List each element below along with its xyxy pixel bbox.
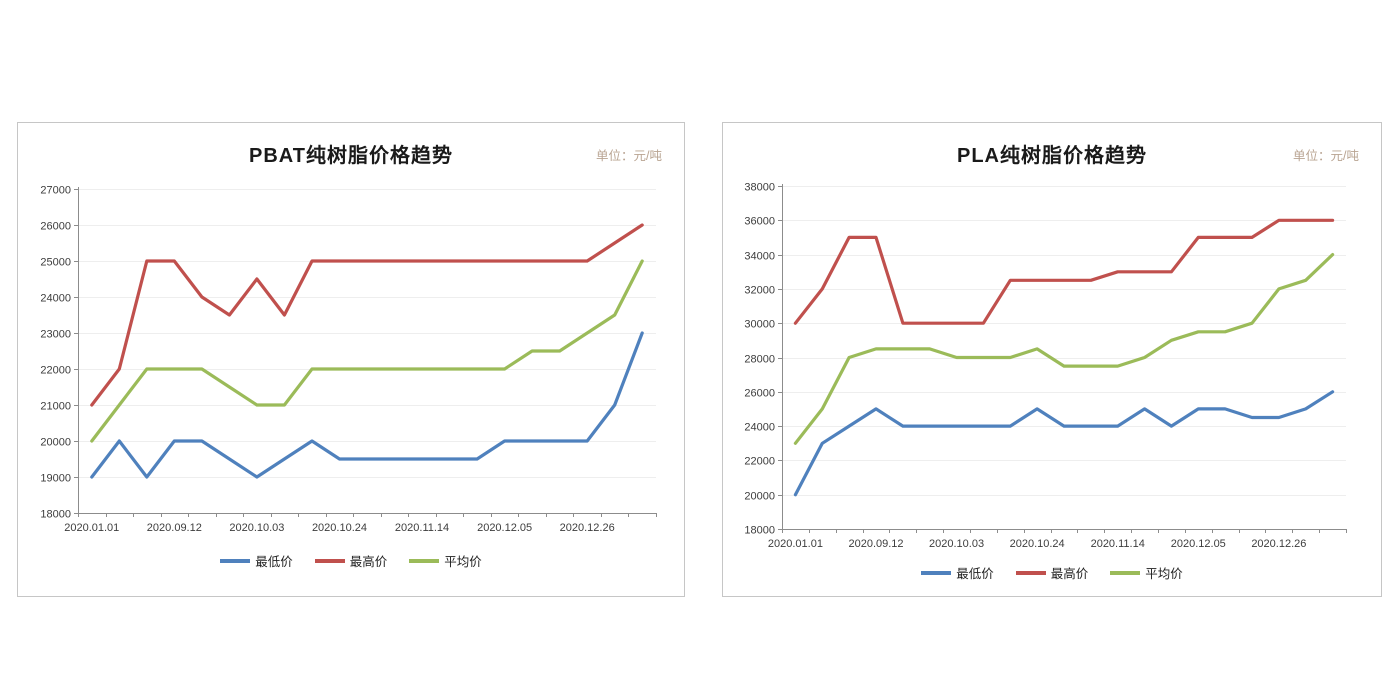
y-tick-label: 24000 — [744, 422, 775, 434]
y-tick-label: 27000 — [40, 185, 71, 197]
pbat-legend: 最低价 最高价 平均价 — [18, 551, 684, 570]
legend-label: 最低价 — [255, 555, 293, 569]
pbat-series-line-max-price — [90, 223, 644, 407]
y-tick-label: 22000 — [40, 365, 71, 377]
pla-x-axis-labels: 2020.01.01 2020.09.12 2020.10.03 2020.10.24… — [768, 538, 1306, 550]
pbat-gridlines — [74, 189, 656, 514]
pla-series-line-min-price — [793, 390, 1335, 497]
y-tick-label: 20000 — [40, 437, 71, 449]
x-tick-label: 2020.12.05 — [477, 522, 532, 534]
legend-item-max-price: 最高价 — [314, 551, 388, 570]
pla-unit-label: 单位：元/吨 — [1293, 149, 1359, 163]
pbat-chart-title: PBAT纯树脂价格趋势 — [249, 145, 453, 167]
legend-item-max-price: 最高价 — [1015, 563, 1089, 582]
pla-series-line-avg-price — [793, 253, 1335, 445]
legend-item-min-price: 最低价 — [220, 551, 293, 570]
y-tick-label: 25000 — [40, 257, 71, 269]
pla-series — [793, 218, 1335, 497]
legend-label: 平均价 — [1145, 567, 1183, 581]
y-tick-label: 22000 — [744, 456, 775, 468]
y-tick-label: 26000 — [40, 221, 71, 233]
x-tick-label: 2020.11.14 — [1091, 538, 1145, 550]
y-tick-label: 20000 — [744, 491, 775, 503]
x-tick-label: 2020.10.24 — [312, 522, 367, 534]
pbat-series — [90, 223, 644, 479]
x-tick-label: 2020.11.14 — [395, 522, 449, 534]
pbat-chart-panel: PBAT纯树脂价格趋势 单位：元/吨 18000 19000 20000 21000 2… — [17, 122, 685, 597]
legend-line-swatch-min — [220, 558, 251, 563]
x-tick-label: 2020.12.26 — [1251, 538, 1306, 550]
y-tick-label: 34000 — [744, 251, 775, 263]
y-tick-label: 26000 — [744, 388, 775, 400]
y-tick-label: 21000 — [40, 401, 71, 413]
pla-axes — [782, 184, 1347, 533]
x-tick-label: 2020.12.05 — [1171, 538, 1226, 550]
x-tick-label: 2020.09.12 — [147, 522, 202, 534]
x-tick-label: 2020.10.03 — [229, 522, 284, 534]
pbat-x-axis-labels: 2020.01.01 2020.09.12 2020.10.03 2020.10.24… — [64, 522, 614, 534]
legend-label: 平均价 — [444, 555, 482, 569]
y-tick-label: 19000 — [40, 473, 71, 485]
pbat-series-line-min-price — [90, 331, 644, 479]
pla-series-line-max-price — [793, 218, 1335, 325]
x-tick-label: 2020.12.26 — [560, 522, 615, 534]
legend-line-swatch-min — [921, 570, 952, 575]
legend-line-swatch-max — [314, 558, 345, 563]
legend-label: 最高价 — [1050, 567, 1089, 581]
y-tick-label: 18000 — [40, 509, 71, 521]
y-tick-label: 36000 — [744, 216, 775, 228]
pla-legend: 最低价 最高价 平均价 — [723, 563, 1381, 582]
x-tick-label: 2020.01.01 — [64, 522, 119, 534]
y-tick-label: 18000 — [744, 525, 775, 537]
legend-item-min-price: 最低价 — [921, 563, 994, 582]
legend-item-avg-price: 平均价 — [409, 551, 482, 570]
legend-line-swatch-avg — [409, 558, 440, 563]
pbat-series-line-avg-price — [90, 259, 644, 443]
legend-line-swatch-max — [1015, 570, 1046, 575]
y-tick-label: 32000 — [744, 285, 775, 297]
pbat-plot-area: 18000 19000 20000 21000 22000 23000 24000 25000… — [40, 185, 657, 534]
y-tick-label: 23000 — [40, 329, 71, 341]
pbat-axes — [78, 187, 657, 517]
y-tick-label: 28000 — [744, 354, 775, 366]
x-tick-label: 2020.10.03 — [929, 538, 984, 550]
y-tick-label: 24000 — [40, 293, 71, 305]
x-tick-label: 2020.01.01 — [768, 538, 823, 550]
x-tick-label: 2020.09.12 — [848, 538, 903, 550]
pbat-y-axis-labels: 18000 19000 20000 21000 22000 23000 24000 25000… — [40, 185, 71, 521]
pbat-unit-label: 单位：元/吨 — [596, 149, 662, 163]
y-tick-label: 30000 — [744, 319, 775, 331]
legend-item-avg-price: 平均价 — [1110, 563, 1183, 582]
legend-label: 最高价 — [349, 555, 388, 569]
y-tick-label: 38000 — [744, 182, 775, 194]
pla-chart-panel: PLA纯树脂价格趋势 单位：元/吨 18000 20000 22000 24000 26… — [722, 122, 1382, 597]
pla-chart-title: PLA纯树脂价格趋势 — [957, 145, 1147, 167]
pla-plot-area: 18000 20000 22000 24000 26000 28000 30000 32000… — [744, 182, 1347, 550]
legend-line-swatch-avg — [1110, 570, 1141, 575]
x-tick-label: 2020.10.24 — [1010, 538, 1065, 550]
pla-y-axis-labels: 18000 20000 22000 24000 26000 28000 30000 32000… — [744, 182, 775, 537]
legend-label: 最低价 — [956, 567, 994, 581]
